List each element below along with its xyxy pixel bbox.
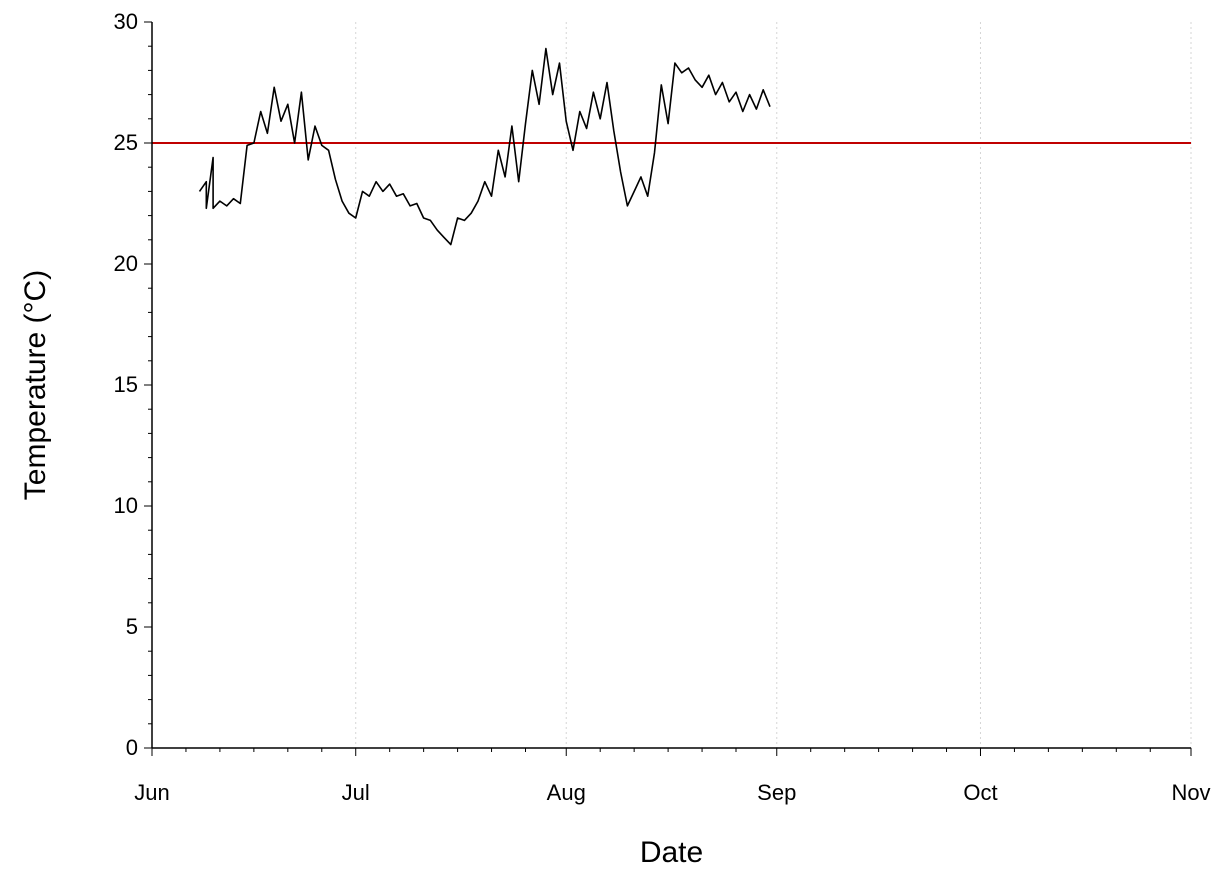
x-tick-label-oct: Oct [963, 780, 997, 805]
x-axis-title: Date [640, 836, 703, 869]
y-tick-label: 20 [114, 251, 138, 276]
y-tick-label: 30 [114, 9, 138, 34]
ticks: 0 5 10 15 20 25 30 Jun Jul Aug Sep Oct Nov [114, 9, 1211, 805]
x-tick-label-sep: Sep [757, 780, 796, 805]
x-tick-label-jul: Jul [342, 780, 370, 805]
grid-lines [151, 22, 1192, 748]
y-tick-label: 0 [126, 735, 138, 760]
y-tick-label: 10 [114, 493, 138, 518]
x-tick-label-aug: Aug [547, 780, 586, 805]
y-tick-label: 5 [126, 614, 138, 639]
x-tick-label-nov: Nov [1171, 780, 1210, 805]
axes [151, 22, 1191, 749]
x-tick-label-jun: Jun [134, 780, 169, 805]
y-tick-label: 25 [114, 130, 138, 155]
series-line-temperature [198, 47, 771, 246]
y-axis-title: Temperature (°C) [19, 270, 52, 500]
y-tick-label: 15 [114, 372, 138, 397]
